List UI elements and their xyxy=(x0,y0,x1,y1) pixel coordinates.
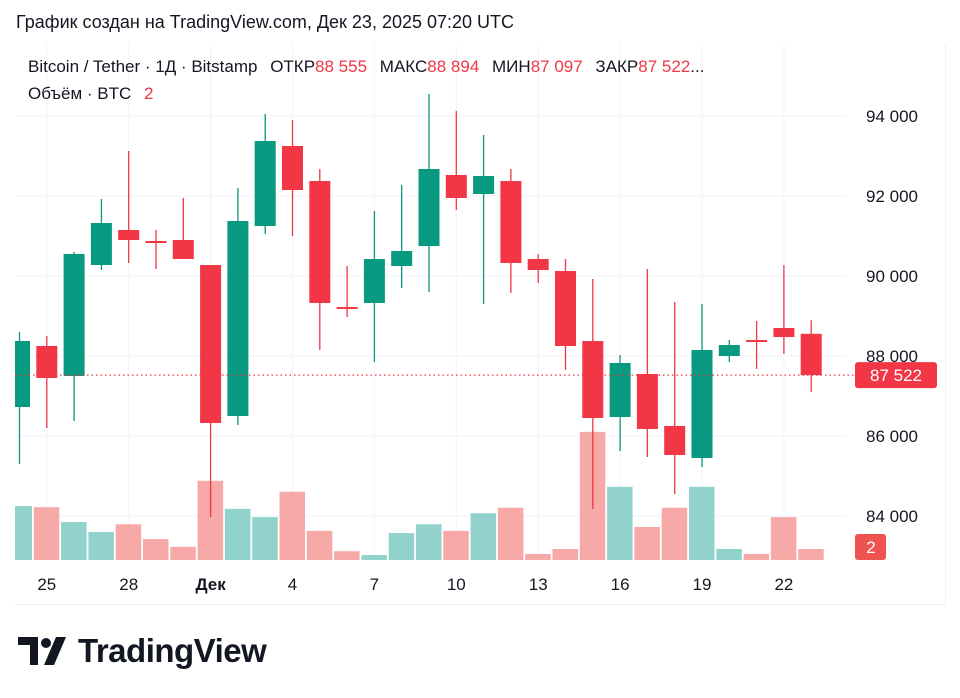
candle-body xyxy=(746,340,768,342)
last-volume-label: 2 xyxy=(866,538,875,557)
candle-body xyxy=(445,175,467,198)
volume-bar xyxy=(334,551,360,560)
candle-body xyxy=(172,240,194,259)
volume-bar xyxy=(361,555,387,560)
candle-body xyxy=(609,363,631,417)
volume-label[interactable]: Объём · BTC xyxy=(28,84,132,103)
candle-body xyxy=(500,181,522,263)
candle-body xyxy=(527,259,549,270)
volume-bar xyxy=(443,530,469,560)
candle-body xyxy=(582,341,604,418)
high-value: 88 894 xyxy=(427,57,480,76)
time-tick-label: 10 xyxy=(447,575,466,594)
candle-body xyxy=(227,221,249,416)
volume-bar xyxy=(689,486,715,560)
volume-bar xyxy=(470,513,497,560)
volume-value: 2 xyxy=(144,84,154,103)
low-label: МИН xyxy=(492,57,531,76)
price-tick-label: 90 000 xyxy=(866,267,918,286)
candle-body xyxy=(391,251,413,266)
time-tick-label: 19 xyxy=(693,575,712,594)
volume-bar xyxy=(770,517,797,560)
close-label: ЗАКР xyxy=(595,57,639,76)
tradingview-logo-icon xyxy=(18,637,66,665)
last-price-badge xyxy=(855,362,937,389)
volume-bar xyxy=(525,553,551,560)
volume-bar xyxy=(143,539,169,560)
candle-body xyxy=(555,271,576,346)
volume-bar xyxy=(279,491,305,560)
price-tick-label: 94 000 xyxy=(866,107,918,126)
volume-bar xyxy=(743,553,770,560)
volume-bar xyxy=(798,549,824,560)
chart-frame xyxy=(14,44,946,605)
volume-bar xyxy=(388,533,415,560)
candle-body xyxy=(145,241,167,243)
legend-ellipsis: ... xyxy=(690,57,705,76)
price-tick-label: 84 000 xyxy=(866,507,918,526)
volume-bar xyxy=(552,549,578,560)
chart-title: График создан на TradingView.com, Дек 23… xyxy=(16,12,515,32)
price-tick-label: 92 000 xyxy=(866,187,918,206)
open-label: ОТКР xyxy=(270,57,316,76)
volume-bar xyxy=(661,507,688,560)
high-label: МАКС xyxy=(379,57,428,76)
symbol-label[interactable]: Bitcoin / Tether · 1Д · Bitstamp xyxy=(28,57,258,76)
candle-body xyxy=(36,346,58,378)
time-tick-label: 25 xyxy=(37,575,56,594)
time-tick-label: 22 xyxy=(774,575,793,594)
open-value: 88 555 xyxy=(315,57,368,76)
candle-body xyxy=(254,141,276,226)
candle-body xyxy=(63,254,85,376)
candle-body xyxy=(418,169,440,246)
volume-bar xyxy=(115,524,142,560)
volume-bar xyxy=(634,527,660,560)
volume-bar xyxy=(716,549,742,560)
volume-bar xyxy=(497,507,524,560)
time-tick-label: 4 xyxy=(288,575,297,594)
candle-body xyxy=(691,350,713,458)
price-tick-label: 88 000 xyxy=(866,347,918,366)
volume-bar xyxy=(306,530,333,560)
candle-body xyxy=(363,259,385,303)
candle-body xyxy=(282,146,303,190)
last-volume-badge xyxy=(855,534,886,560)
candle-body xyxy=(636,374,658,429)
volume-bar xyxy=(33,507,60,560)
volume-bar xyxy=(224,508,251,560)
price-tick-label: 86 000 xyxy=(866,427,918,446)
candle-body xyxy=(473,176,495,194)
volume-bar xyxy=(15,506,32,560)
ohlc-legend: Bitcoin / Tether · 1Д · Bitstamp ОТКР88 … xyxy=(28,57,704,77)
volume-bar xyxy=(416,524,442,560)
volume-bar xyxy=(170,546,196,560)
time-tick-label: Дек xyxy=(195,575,226,594)
candle-body xyxy=(200,265,222,423)
candle-body xyxy=(800,333,822,376)
volume-bar xyxy=(252,517,278,560)
volume-legend: Объём · BTC 2 xyxy=(28,84,153,104)
volume-bar xyxy=(88,531,114,560)
candle-body xyxy=(718,345,740,356)
candle-body xyxy=(15,341,30,407)
volume-bar xyxy=(607,486,633,560)
last-price-label: 87 522 xyxy=(870,366,922,385)
time-tick-label: 16 xyxy=(611,575,630,594)
candle-body xyxy=(90,223,112,265)
tradingview-logo[interactable]: TradingView xyxy=(18,632,267,670)
candle-body xyxy=(309,181,331,303)
time-tick-label: 7 xyxy=(370,575,379,594)
candle-body xyxy=(118,230,140,240)
volume-bar xyxy=(61,522,87,560)
logo-text: TradingView xyxy=(78,632,267,669)
candle-body xyxy=(773,328,795,337)
time-tick-label: 13 xyxy=(529,575,548,594)
candle-body xyxy=(336,307,358,309)
candle-body xyxy=(664,426,686,455)
low-value: 87 097 xyxy=(530,57,583,76)
close-value: 87 522 xyxy=(638,57,691,76)
time-tick-label: 28 xyxy=(119,575,138,594)
